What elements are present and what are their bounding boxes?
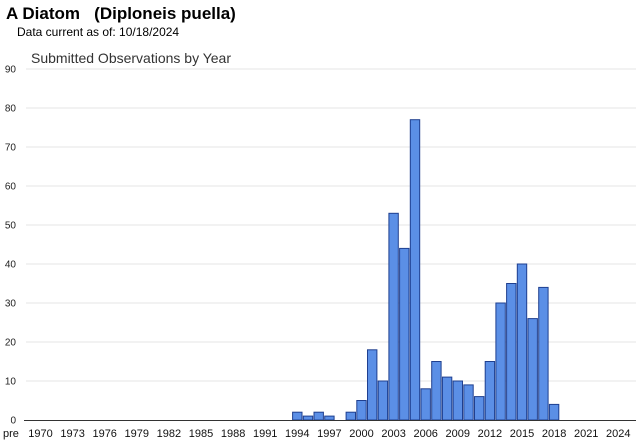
x-tick-label: 1970 [28, 428, 52, 440]
x-tick-label: 2003 [381, 428, 405, 440]
bar-2004 [399, 247, 410, 421]
bar-1997 [324, 415, 335, 421]
bar-2003 [388, 212, 399, 421]
x-tick-label: 2024 [606, 428, 630, 440]
bars [292, 119, 560, 421]
x-tick-labels: pre 1970 1973 1976 1979 1982 1985 1988 1991 1994 1… [3, 428, 631, 440]
bar-1995 [302, 415, 314, 421]
x-tick-label: 1979 [125, 428, 149, 440]
bar-1996 [313, 411, 324, 421]
x-tick-label: 2009 [446, 428, 470, 440]
y-tick-label: 40 [5, 260, 17, 271]
bar-2017 [538, 286, 549, 421]
bar-1994 [292, 411, 303, 421]
bar-2000 [356, 400, 367, 421]
bar-2007 [431, 361, 442, 421]
chart-title: Submitted Observations by Year [31, 50, 231, 66]
x-tick-label: 1973 [60, 428, 84, 440]
x-tick-label: 1985 [189, 428, 213, 440]
y-tick-label: 80 [5, 104, 17, 115]
x-tick-label: 2021 [574, 428, 598, 440]
bar-2009 [452, 380, 464, 421]
x-tick-label: 2015 [510, 428, 534, 440]
y-tick-label: 10 [5, 377, 17, 388]
x-tick-label: 1988 [221, 428, 245, 440]
x-tick-label: 1976 [92, 428, 116, 440]
bar-2008 [441, 376, 453, 421]
x-tick-label: 1982 [157, 428, 181, 440]
x-tick-label: pre [3, 428, 19, 440]
y-tick-label: 60 [5, 182, 17, 193]
page-title: A Diatom (Diploneis puella) [6, 4, 236, 23]
y-tick-labels: 0 10 20 30 40 50 60 70 80 90 [5, 65, 17, 427]
bar-2010 [463, 384, 474, 421]
bar-2005 [409, 119, 421, 421]
x-tick-label: 1997 [317, 428, 341, 440]
x-tick-label: 1994 [285, 428, 309, 440]
x-tick-label: 2000 [349, 428, 373, 440]
bar-2018 [548, 403, 560, 421]
bar-2002 [377, 380, 389, 421]
bar-2006 [420, 388, 431, 421]
bar-2001 [367, 349, 378, 421]
x-tick-label: 2006 [413, 428, 437, 440]
x-tick-label: 2018 [542, 428, 566, 440]
y-tick-label: 30 [5, 299, 17, 310]
bar-2014 [506, 283, 517, 421]
bar-2011 [474, 396, 485, 421]
bar-1999 [345, 411, 357, 421]
data-current-date: Data current as of: 10/18/2024 [17, 25, 180, 39]
y-tick-label: 20 [5, 338, 17, 349]
y-tick-label: 90 [5, 65, 17, 76]
y-tick-label: 0 [10, 416, 16, 427]
y-tick-label: 50 [5, 221, 17, 232]
bar-2015 [516, 263, 528, 421]
x-tick-label: 1991 [253, 428, 277, 440]
bar-2016 [527, 318, 538, 421]
bar-2013 [495, 302, 506, 421]
grid-lines [26, 68, 636, 382]
y-tick-label: 70 [5, 143, 17, 154]
x-tick-label: 2012 [478, 428, 502, 440]
bar-2012 [484, 361, 496, 421]
